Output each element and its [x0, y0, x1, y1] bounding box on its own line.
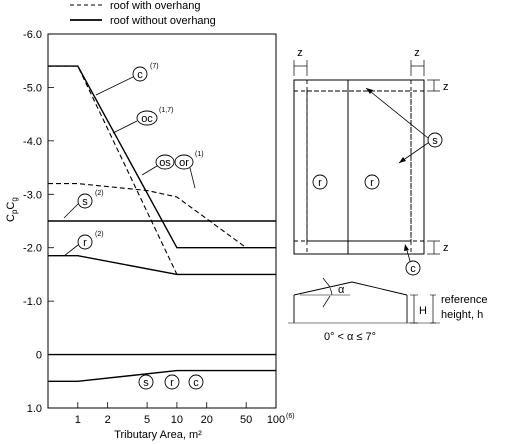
zone-r-left [312, 174, 328, 190]
y-axis: -6.0 -5.0 -4.0 -3.0 -2.0 -1.0 0 1.0 [23, 29, 54, 415]
y-tick-label: 1.0 [27, 403, 42, 415]
svg-text:c: c [137, 69, 143, 81]
annotation-c: c (7) [95, 63, 159, 96]
x-tick-label: 50 [240, 414, 252, 426]
legend-without-overhang: roof without overhang [110, 15, 216, 27]
reference-label-1: reference [441, 294, 487, 306]
y-tick-label: -1.0 [23, 296, 42, 308]
series-line-s-r-c-positive [48, 369, 276, 382]
x-tick-label: 5 [144, 414, 150, 426]
z-dim-right-bottom: z [443, 242, 449, 254]
svg-text:(2): (2) [95, 231, 104, 238]
svg-text:(2): (2) [95, 190, 104, 197]
zone-r-right [364, 174, 380, 190]
series-line-c [48, 65, 276, 249]
reference-label-2: height, h [441, 309, 483, 321]
y-tick-label: -6.0 [23, 29, 42, 41]
x-tick-label: 10 [171, 414, 183, 426]
y-axis-label: CpCg [5, 197, 19, 222]
svg-text:or: or [179, 157, 189, 169]
y-tick-label: -2.0 [23, 243, 42, 255]
x-axis-label: Tributary Area, m² [114, 429, 202, 441]
y-tick-label: -5.0 [23, 82, 42, 94]
x-tick-footnote: (6) [286, 413, 295, 420]
angle-condition: 0° < α ≤ 7° [324, 331, 376, 343]
height-label: H [419, 305, 427, 317]
x-tick-label: 20 [201, 414, 213, 426]
y-tick-label: -3.0 [23, 189, 42, 201]
y-tick-label: -4.0 [23, 136, 42, 148]
y-tick-label: 0 [36, 350, 42, 362]
x-tick-label: 1 [75, 414, 81, 426]
x-axis: 1 2 5 10 20 50 100 (6) [75, 402, 295, 426]
annotation-s-r-c-positive: s r c [138, 374, 204, 390]
svg-text:r: r [170, 377, 174, 389]
z-dim-right-top: z [443, 81, 449, 93]
annotation-os-or: os or (1) [141, 151, 204, 189]
alpha-label: α [338, 284, 345, 296]
series-line-r [48, 254, 276, 276]
svg-text:oc: oc [141, 113, 153, 125]
legend-with-overhang: roof with overhang [110, 0, 201, 12]
svg-text:s: s [432, 135, 438, 147]
annotation-r: r (2) [63, 231, 104, 257]
x-tick-label: 100 [267, 414, 285, 426]
annotation-oc: oc (1,7) [112, 107, 173, 134]
svg-text:os: os [159, 157, 171, 169]
svg-text:c: c [193, 377, 199, 389]
series-line-oc [48, 65, 178, 275]
annotation-s: s (2) [63, 190, 104, 219]
series-line-os-or [48, 183, 247, 249]
svg-text:r: r [318, 177, 322, 189]
legend: roof with overhang roof without overhang [70, 0, 216, 27]
roof-elevation-diagram: α H reference height, h 0° < α ≤ 7° [288, 277, 487, 343]
z-dim-top-left: z [297, 47, 303, 59]
roof-plan-diagram: z z z z r r s c [293, 47, 449, 276]
svg-text:(7): (7) [150, 63, 159, 70]
z-dim-top-right: z [414, 47, 420, 59]
zone-s-callout [427, 132, 443, 148]
x-tick-label: 2 [105, 414, 111, 426]
roof-outline [293, 79, 425, 255]
svg-text:r: r [370, 177, 374, 189]
zone-c-callout [405, 260, 421, 276]
edge-zone-boundary [306, 90, 412, 242]
svg-text:(1): (1) [195, 151, 204, 158]
svg-text:s: s [143, 377, 149, 389]
svg-text:s: s [82, 196, 88, 208]
svg-text:(1,7): (1,7) [159, 107, 173, 114]
svg-text:c: c [410, 263, 416, 275]
svg-text:r: r [83, 237, 87, 249]
series-group [48, 65, 276, 382]
